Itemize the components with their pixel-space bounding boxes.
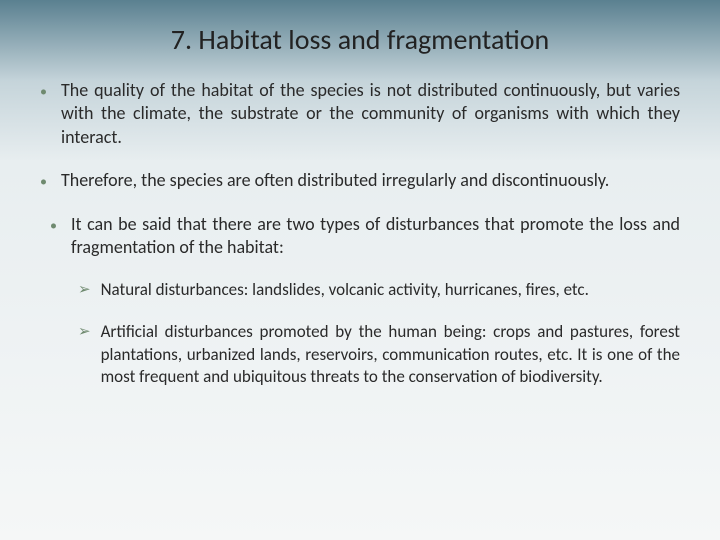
bullet-text: Therefore, the species are often distrib… (61, 169, 680, 192)
sub-bullet-item: ➢ Natural disturbances: landslides, volc… (78, 279, 680, 301)
bullet-item: • The quality of the habitat of the spec… (40, 79, 680, 149)
bullet-text: It can be said that there are two types … (71, 213, 680, 260)
bullet-icon: • (40, 83, 47, 101)
slide: 7. Habitat loss and fragmentation • The … (0, 0, 720, 540)
bullet-item: • Therefore, the species are often distr… (40, 169, 680, 192)
bullet-text: The quality of the habitat of the specie… (61, 79, 680, 149)
sub-bullet-text: Artificial disturbances promoted by the … (101, 321, 680, 387)
bullet-icon: • (40, 173, 47, 191)
bullet-icon: • (50, 217, 57, 235)
sub-bullet-item: ➢ Artificial disturbances promoted by th… (78, 321, 680, 387)
arrow-icon: ➢ (78, 323, 91, 343)
slide-title: 7. Habitat loss and fragmentation (40, 22, 680, 57)
arrow-icon: ➢ (78, 281, 91, 301)
bullet-item: • It can be said that there are two type… (40, 213, 680, 260)
sub-bullet-text: Natural disturbances: landslides, volcan… (101, 279, 680, 301)
